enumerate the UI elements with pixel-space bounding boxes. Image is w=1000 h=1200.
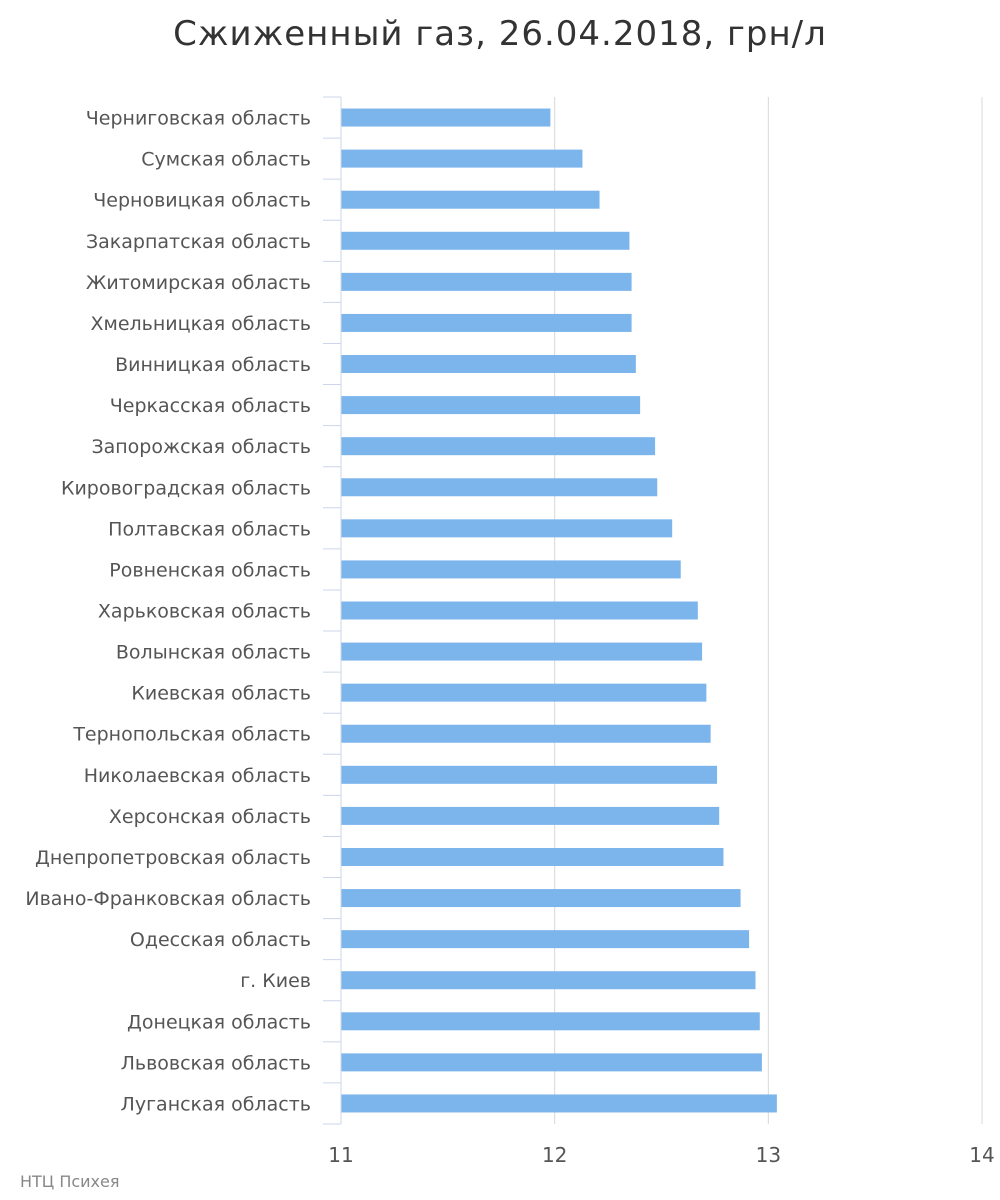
x-tick-label: 11 [328, 1143, 353, 1167]
category-label: Кировоградская область [61, 477, 311, 499]
category-label: Закарпатская область [86, 231, 311, 253]
bar [341, 190, 600, 209]
chart-title: Сжиженный газ, 26.04.2018, грн/л [173, 14, 827, 54]
category-label: Хмельницкая область [90, 313, 311, 335]
category-label: Сумская область [141, 149, 311, 171]
category-label: Киевская область [131, 683, 311, 705]
x-tick-label: 14 [969, 1143, 994, 1167]
category-label: Львовская область [121, 1052, 311, 1074]
bar [341, 806, 720, 825]
bar [341, 601, 698, 620]
bar [341, 930, 750, 949]
category-label: Ивано-Франковская область [25, 888, 311, 910]
bar [341, 272, 632, 291]
bar [341, 355, 636, 374]
category-label: Ровненская область [109, 559, 311, 581]
category-label: Днепропетровская область [35, 847, 311, 869]
bar [341, 642, 703, 661]
bar [341, 1012, 760, 1031]
category-label: Луганская область [121, 1093, 311, 1115]
category-label: Черновицкая область [93, 190, 311, 212]
bar [341, 149, 583, 168]
category-label: Черкасская область [110, 395, 311, 417]
category-label: г. Киев [240, 970, 311, 992]
bar [341, 889, 741, 908]
bar [341, 437, 656, 456]
bar [341, 683, 707, 702]
category-label: Запорожская область [91, 436, 311, 458]
category-label: Житомирская область [86, 272, 311, 294]
category-label: Черниговская область [86, 108, 311, 130]
bar [341, 231, 630, 250]
x-tick-label: 13 [756, 1143, 781, 1167]
bars [341, 108, 777, 1113]
bar [341, 560, 681, 579]
bar [341, 847, 724, 866]
bar [341, 519, 673, 538]
bar [341, 765, 718, 784]
bar [341, 1053, 762, 1072]
category-label: Донецкая область [127, 1011, 311, 1033]
category-label: Тернопольская область [72, 724, 311, 746]
category-label: Винницкая область [115, 354, 311, 376]
category-labels: Черниговская область Сумская область Черно… [25, 108, 311, 1116]
x-tick-label: 12 [542, 1143, 567, 1167]
bar [341, 1094, 777, 1113]
credit-text: НТЦ Психея [20, 1172, 120, 1191]
category-label: Одесская область [130, 929, 311, 951]
category-label: Харьковская область [98, 601, 311, 623]
category-axis [323, 96, 342, 1125]
bar [341, 971, 756, 990]
category-label: Полтавская область [108, 518, 311, 540]
category-label: Херсонская область [109, 806, 311, 828]
category-label: Николаевская область [84, 765, 311, 787]
bar [341, 313, 632, 332]
category-label: Волынская область [116, 642, 311, 664]
tick-labels: 11 12 13 14 [328, 1143, 994, 1167]
bar [341, 478, 658, 497]
bar [341, 724, 711, 743]
bar [341, 108, 551, 127]
bar [341, 396, 641, 415]
